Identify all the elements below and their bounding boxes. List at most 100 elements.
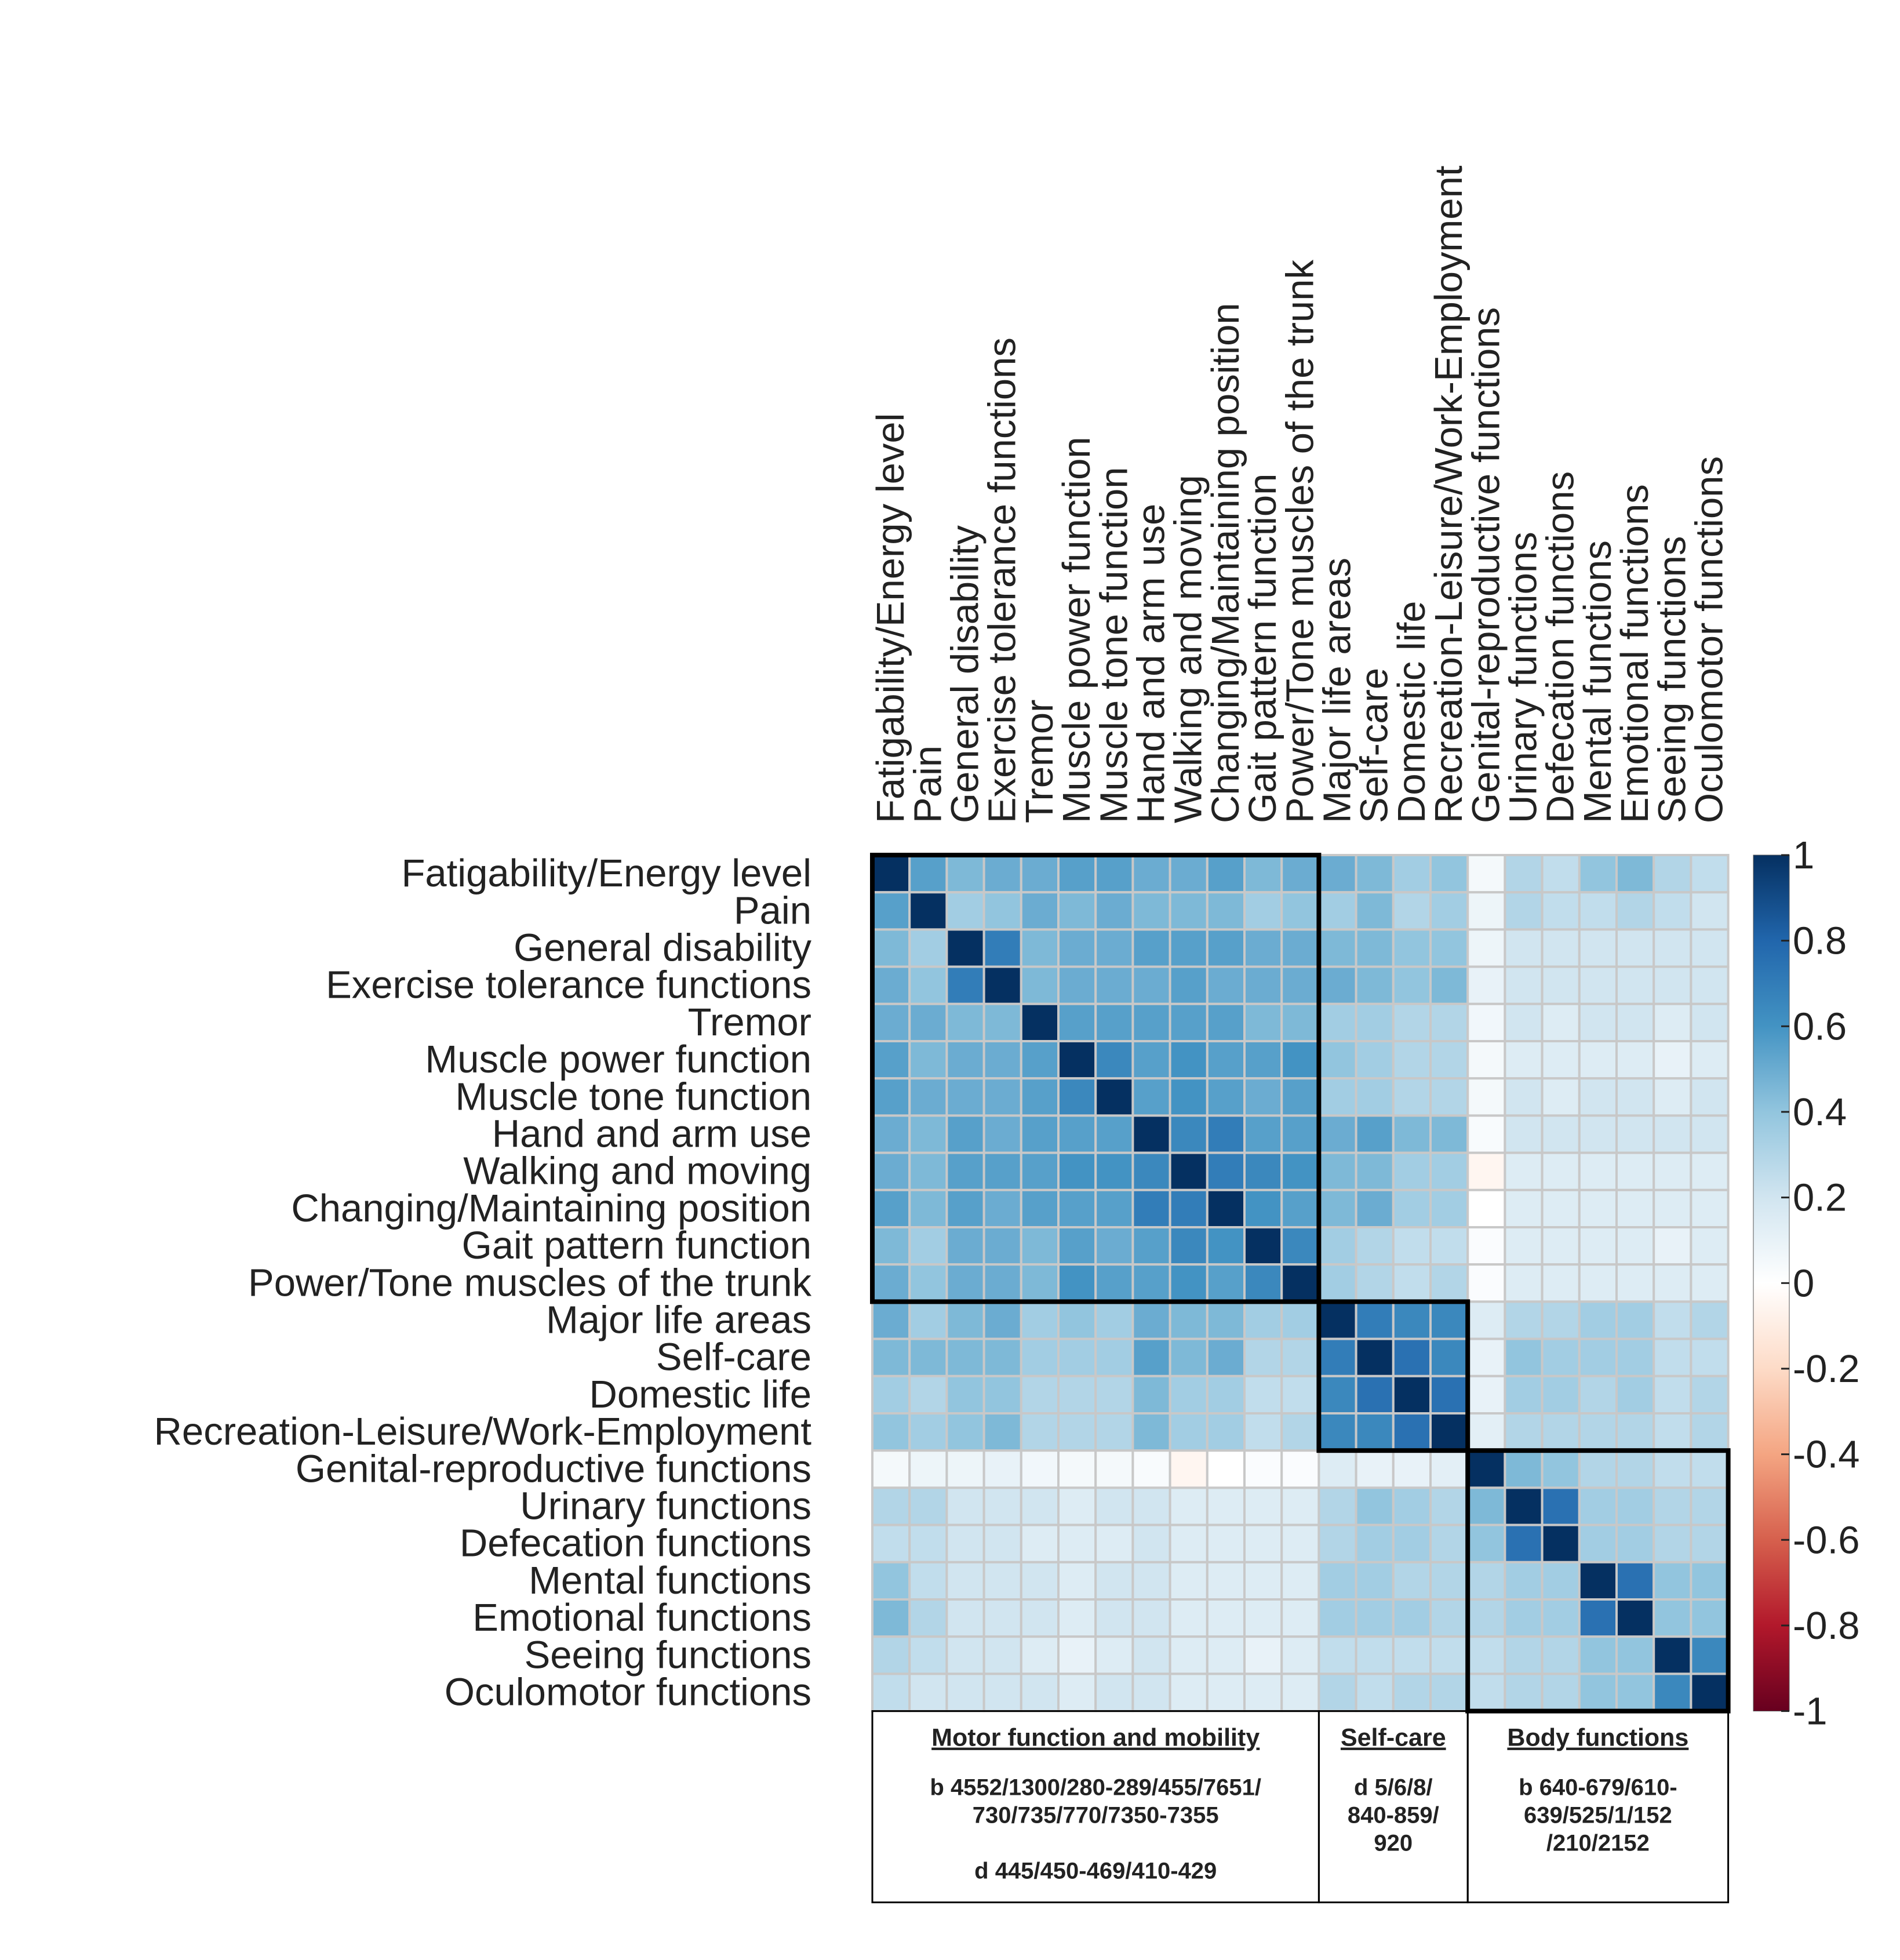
heatmap-cell-11-5 (1057, 1263, 1097, 1303)
heatmap-cell-19-7 (1131, 1561, 1171, 1601)
heatmap-cell-16-6 (1094, 1449, 1134, 1489)
heatmap-cell-8-13 (1355, 1151, 1395, 1191)
heatmap-cell-1-4 (1020, 891, 1060, 931)
heatmap-cell-7-4 (1020, 1114, 1060, 1154)
group-box-0 (870, 853, 1322, 1304)
heatmap-cell-15-8 (1169, 1412, 1209, 1452)
heatmap-cell-18-0 (871, 1523, 911, 1563)
heatmap-cell-17-2 (945, 1486, 985, 1526)
heatmap-cell-13-17 (1504, 1337, 1544, 1377)
heatmap-cell-9-13 (1355, 1188, 1395, 1229)
heatmap-cell-5-11 (1280, 1040, 1320, 1080)
heatmap-cell-11-19 (1578, 1263, 1618, 1303)
heatmap-cell-4-3 (982, 1002, 1022, 1043)
heatmap-cell-1-17 (1504, 891, 1544, 931)
heatmap-cell-14-17 (1504, 1374, 1544, 1415)
heatmap-cell-4-8 (1169, 1002, 1209, 1043)
heatmap-cell-6-20 (1615, 1077, 1655, 1117)
heatmap-cell-13-7 (1131, 1337, 1171, 1377)
heatmap-cell-15-3 (982, 1412, 1022, 1452)
heatmap-cell-9-0 (871, 1188, 911, 1229)
heatmap-cell-15-21 (1653, 1412, 1692, 1452)
heatmap-cell-15-11 (1280, 1412, 1320, 1452)
heatmap-cell-15-1 (908, 1412, 948, 1452)
row-label-20: Emotional functions (472, 1596, 811, 1639)
heatmap-cell-21-4 (1020, 1635, 1060, 1675)
heatmap-cell-21-0 (871, 1635, 911, 1675)
heatmap-cell-14-2 (945, 1374, 985, 1415)
heatmap-cell-8-22 (1690, 1151, 1730, 1191)
heatmap-cell-5-4 (1020, 1040, 1060, 1080)
column-label-4: Tremor (1018, 700, 1061, 823)
heatmap-cell-4-4 (1020, 1002, 1060, 1043)
group-code-0-3: d 445/450-469/410-429 (974, 1859, 1217, 1884)
heatmap-cell-13-11 (1280, 1337, 1320, 1377)
heatmap-cell-7-2 (945, 1114, 985, 1154)
heatmap-cell-18-5 (1057, 1523, 1097, 1563)
heatmap-cell-4-17 (1504, 1002, 1544, 1043)
heatmap-cell-19-11 (1280, 1561, 1320, 1601)
heatmap-cell-14-8 (1169, 1374, 1209, 1415)
heatmap-cell-19-1 (908, 1561, 948, 1601)
heatmap-cell-6-10 (1243, 1077, 1283, 1117)
heatmap-cell-9-16 (1466, 1188, 1506, 1229)
heatmap-cell-4-19 (1578, 1002, 1618, 1043)
heatmap-cell-19-22 (1690, 1561, 1730, 1601)
heatmap-cell-2-11 (1280, 928, 1320, 968)
heatmap-cell-18-3 (982, 1523, 1022, 1563)
heatmap-cell-19-9 (1206, 1561, 1246, 1601)
heatmap-cell-19-5 (1057, 1561, 1097, 1601)
heatmap-cell-19-12 (1317, 1561, 1357, 1601)
heatmap-cell-14-7 (1131, 1374, 1171, 1415)
heatmap-cell-13-14 (1392, 1337, 1432, 1377)
heatmap-cell-18-1 (908, 1523, 948, 1563)
heatmap-cell-0-11 (1280, 854, 1320, 894)
heatmap-cell-12-2 (945, 1300, 985, 1340)
heatmap-cell-18-19 (1578, 1523, 1618, 1563)
heatmap-cell-0-8 (1169, 854, 1209, 894)
heatmap-cell-13-0 (871, 1337, 911, 1377)
heatmap-cell-5-3 (982, 1040, 1022, 1080)
heatmap-cell-6-18 (1541, 1077, 1581, 1117)
heatmap-cell-17-7 (1131, 1486, 1171, 1526)
row-label-1: Pain (734, 889, 811, 932)
heatmap-cell-1-15 (1429, 891, 1469, 931)
group-code-0-1: 730/735/770/7350-7355 (973, 1803, 1219, 1828)
heatmap-cell-8-5 (1057, 1151, 1097, 1191)
heatmap-cell-1-21 (1653, 891, 1692, 931)
heatmap-cell-0-22 (1690, 854, 1730, 894)
heatmap-cell-5-13 (1355, 1040, 1395, 1080)
heatmap-cell-2-17 (1504, 928, 1544, 968)
heatmap-cell-2-8 (1169, 928, 1209, 968)
heatmap-cell-17-15 (1429, 1486, 1469, 1526)
column-label-11: Power/Tone muscles of the trunk (1278, 260, 1322, 823)
heatmap-cell-0-3 (982, 854, 1022, 894)
heatmap-cell-2-20 (1615, 928, 1655, 968)
heatmap-cell-5-5 (1057, 1040, 1097, 1080)
heatmap-cell-13-22 (1690, 1337, 1730, 1377)
column-label-10: Gait pattern function (1241, 474, 1284, 823)
heatmap-cell-21-7 (1131, 1635, 1171, 1675)
heatmap-cell-9-6 (1094, 1188, 1134, 1229)
heatmap-cell-18-20 (1615, 1523, 1655, 1563)
heatmap-cell-5-22 (1690, 1040, 1730, 1080)
heatmap-cell-11-2 (945, 1263, 985, 1303)
heatmap-cell-0-14 (1392, 854, 1432, 894)
heatmap-cell-20-1 (908, 1598, 948, 1638)
heatmap-cell-12-5 (1057, 1300, 1097, 1340)
heatmap-cell-4-7 (1131, 1002, 1171, 1043)
column-label-6: Muscle tone function (1092, 467, 1135, 823)
heatmap-cell-20-20 (1615, 1598, 1655, 1638)
heatmap-cell-1-3 (982, 891, 1022, 931)
heatmap-cell-17-5 (1057, 1486, 1097, 1526)
heatmap-cell-17-12 (1317, 1486, 1357, 1526)
legend-tick-label-5: 0 (1793, 1261, 1814, 1305)
heatmap-cell-12-13 (1355, 1300, 1395, 1340)
heatmap-cell-7-15 (1429, 1114, 1469, 1154)
heatmap-cell-1-7 (1131, 891, 1171, 931)
heatmap-cell-9-11 (1280, 1188, 1320, 1229)
heatmap-cell-4-16 (1466, 1002, 1506, 1043)
heatmap-cell-21-10 (1243, 1635, 1283, 1675)
heatmap-cell-11-15 (1429, 1263, 1469, 1303)
